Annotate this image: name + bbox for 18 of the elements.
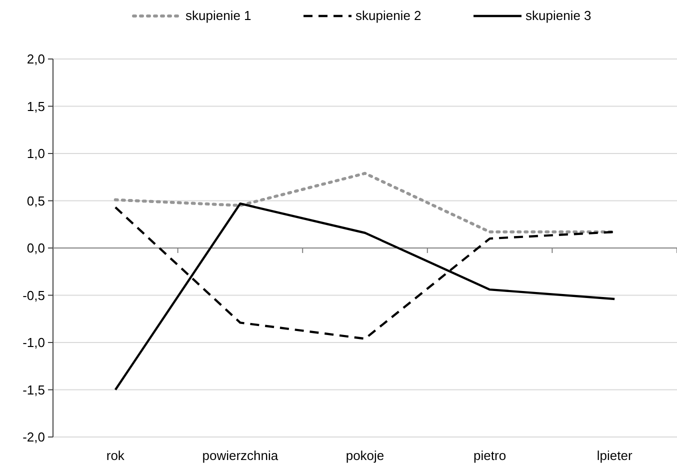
x-tick-label: pietro [474,448,506,463]
legend-label: skupienie 2 [356,8,422,23]
y-tick-label: 0,5 [26,193,45,208]
y-tick-label: -0,5 [22,288,45,303]
x-tick-label: pokoje [346,448,384,463]
line-series [114,202,616,391]
y-tick-label: 1,5 [26,98,45,114]
y-tick-label: 2,0 [26,52,45,67]
y-tick-label: -1,0 [22,335,45,350]
y-tick-label: 0,0 [26,240,45,256]
y-tick-label: 1,0 [26,146,45,162]
x-tick-label: powierzchnia [202,448,279,463]
x-tick-label: lpieter [596,448,633,463]
legend-label: skupienie 1 [186,8,252,23]
y-tick-label: -1,5 [22,382,45,398]
y-tick-label: -2,0 [22,430,45,445]
legend-label: skupienie 3 [526,8,592,23]
x-tick-label: rok [106,448,125,463]
